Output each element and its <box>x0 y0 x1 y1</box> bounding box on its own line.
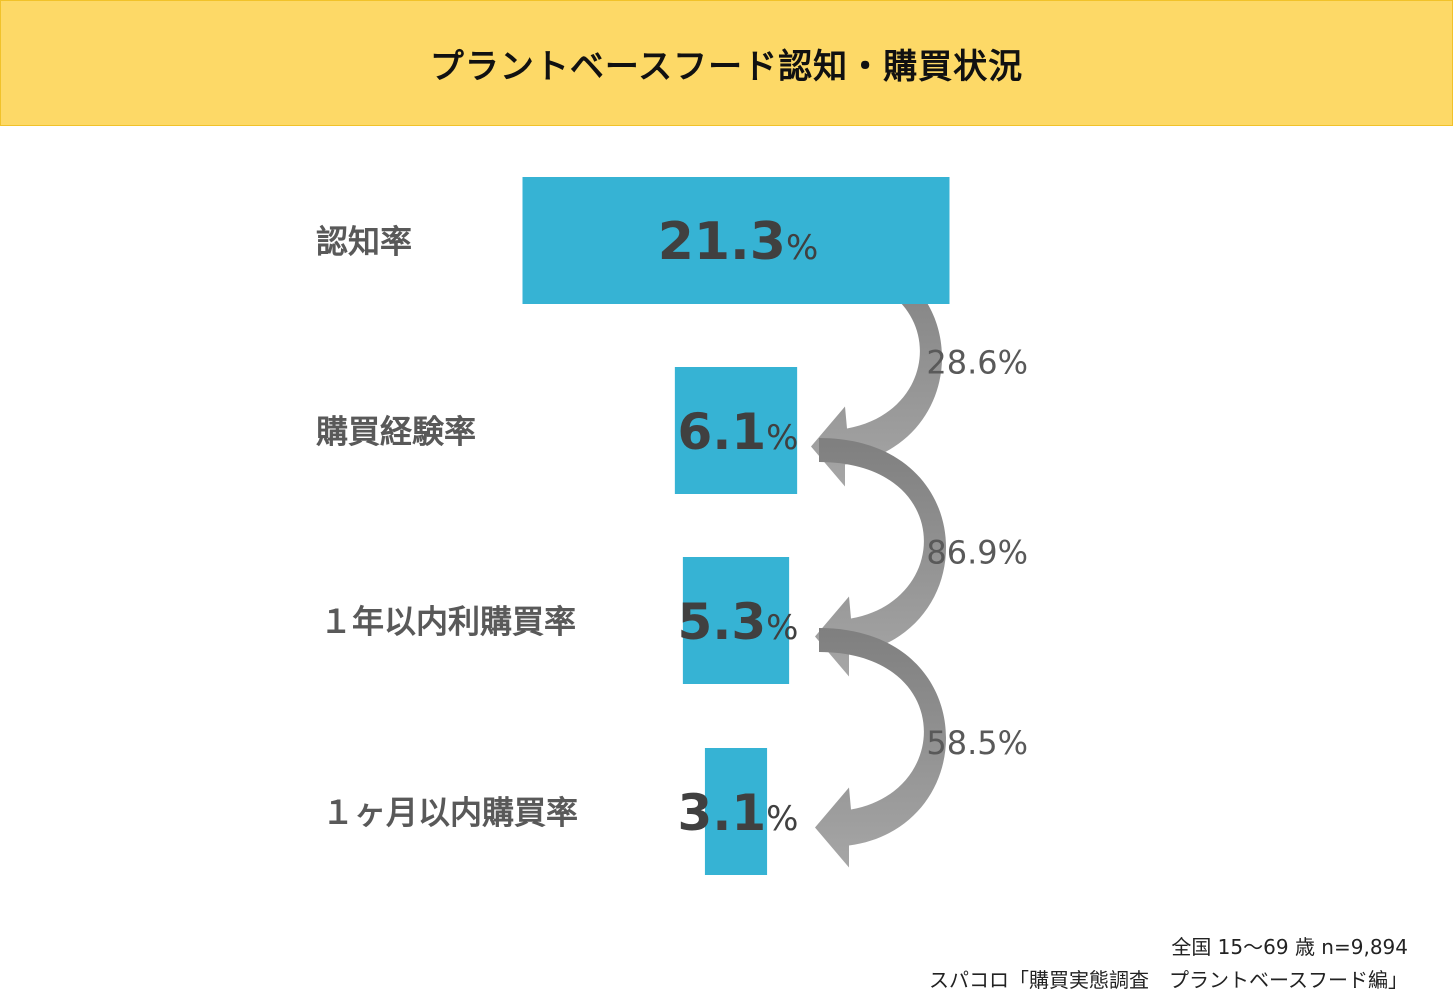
sample-note: 全国 15～69 歳 n=9,894 <box>1171 935 1408 959</box>
conversion-rate-label: 28.6% <box>926 343 1028 381</box>
source-note: スパコロ「購買実態調査 プラントベースフード編」 <box>929 968 1408 992</box>
conversion-arrow <box>815 438 947 677</box>
category-label: 購買経験率 <box>316 413 476 451</box>
conversion-rate-label: 58.5% <box>926 724 1028 762</box>
funnel-bar <box>704 748 768 875</box>
value-label: 5.3% <box>678 593 799 651</box>
conversion-rate-label: 86.9% <box>926 533 1028 571</box>
page-title: プラントベースフード認知・購買状況 <box>429 46 1024 87</box>
value-label: 21.3% <box>658 212 819 272</box>
title-banner: プラントベースフード認知・購買状況 <box>0 0 1453 126</box>
funnel-bar <box>682 557 790 684</box>
category-label: 認知率 <box>316 223 412 261</box>
conversion-arrow <box>815 628 947 868</box>
value-label: 6.1% <box>678 403 799 461</box>
category-label: １年以内利購買率 <box>320 603 576 641</box>
funnel-bar <box>522 177 950 304</box>
conversion-arrow <box>811 248 943 487</box>
category-label: １ヶ月以内購買率 <box>322 794 578 832</box>
funnel-bar <box>674 367 798 494</box>
value-label: 3.1% <box>678 784 799 842</box>
